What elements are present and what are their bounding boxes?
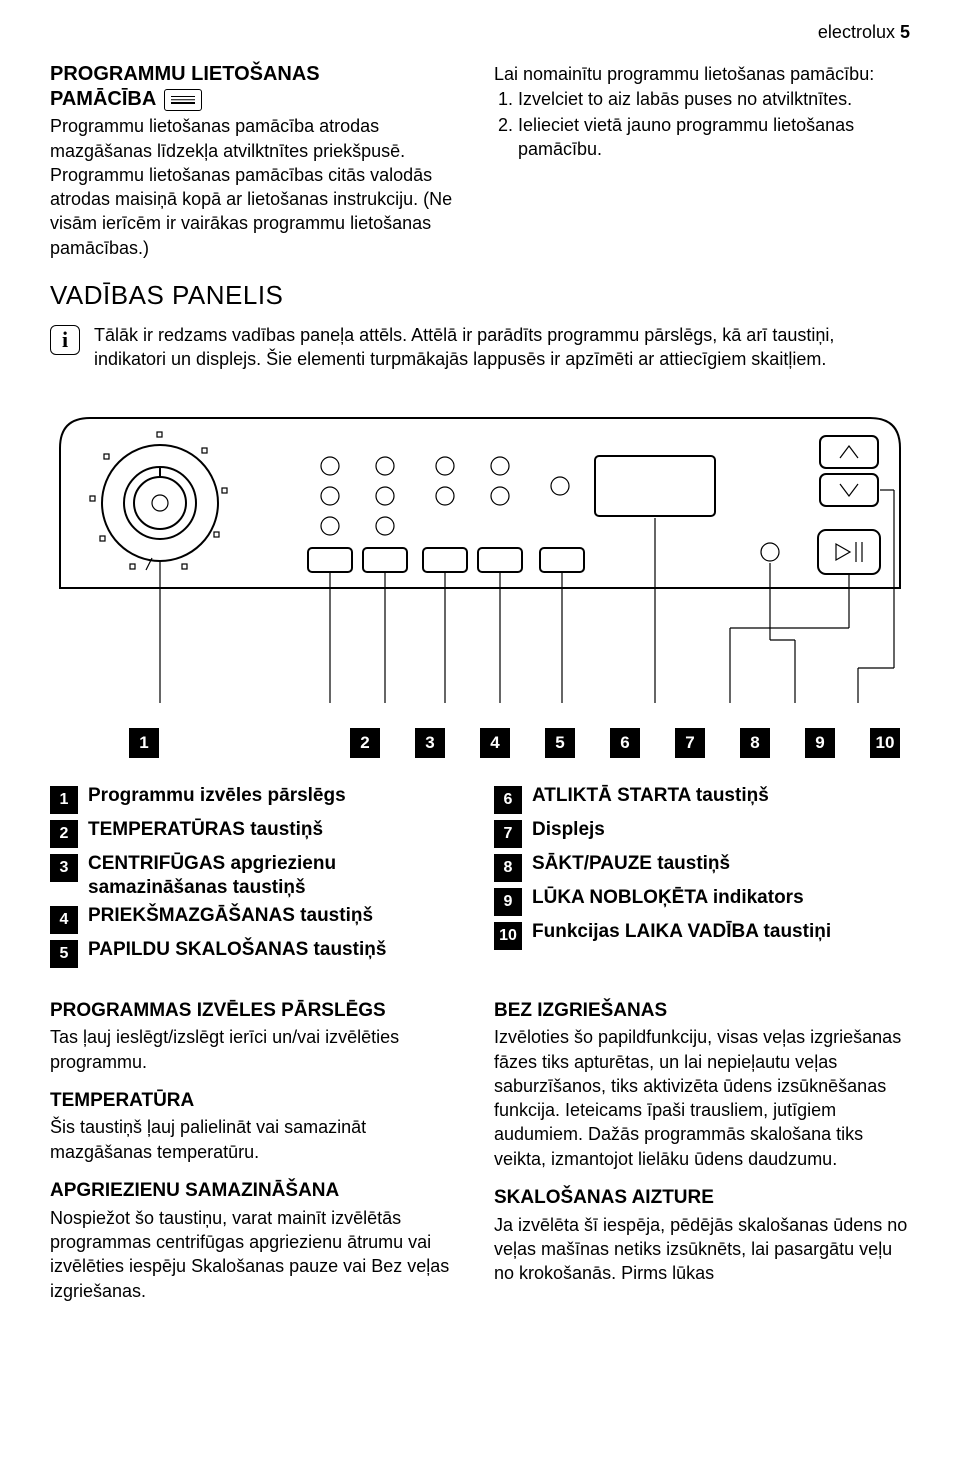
legend-label-7: Displejs xyxy=(532,818,605,842)
desc-title-temperature: TEMPERATŪRA xyxy=(50,1088,466,1114)
intro-left-body: Programmu lietošanas pamācība atrodas ma… xyxy=(50,114,466,260)
callout-10: 10 xyxy=(870,728,900,758)
info-icon: i xyxy=(50,325,80,355)
callout-9: 9 xyxy=(805,728,835,758)
callout-6: 6 xyxy=(610,728,640,758)
callouts-row: 1 2 3 4 5 6 7 8 9 10 xyxy=(50,728,910,758)
intro-left: PROGRAMMU LIETOŠANAS PAMĀCĪBA Programmu … xyxy=(50,62,466,260)
desc-body-spin-reduce: Nospiežot šo taustiņu, varat mainīt izvē… xyxy=(50,1206,466,1303)
step-1: Izvelciet to aiz labās puses no atvilktn… xyxy=(518,87,910,111)
legend-num-3: 3 xyxy=(50,854,78,882)
legend-label-6: ATLIKTĀ STARTA taustiņš xyxy=(532,784,769,808)
legend-label-8: SĀKT/PAUZE taustiņš xyxy=(532,852,730,876)
desc-body-temperature: Šis taustiņš ļauj palielināt vai samazin… xyxy=(50,1115,466,1164)
legend-label-10: Funkcijas LAIKA VADĪBA taustiņi xyxy=(532,920,831,944)
description-columns: PROGRAMMAS IZVĒLES PĀRSLĒGS Tas ļauj ies… xyxy=(50,998,910,1303)
legend-columns: 1 Programmu izvēles pārslēgs 2 TEMPERATŪRA… xyxy=(50,784,910,972)
legend-num-7: 7 xyxy=(494,820,522,848)
callout-7: 7 xyxy=(675,728,705,758)
legend-left: 1 Programmu izvēles pārslēgs 2 TEMPERATŪRA… xyxy=(50,784,466,972)
desc-title-spin-reduce: APGRIEZIENU SAMAZINĀŠANA xyxy=(50,1178,466,1204)
legend-num-10: 10 xyxy=(494,922,522,950)
title-line-2: PAMĀCĪBA xyxy=(50,87,156,112)
intro-columns: PROGRAMMU LIETOŠANAS PAMĀCĪBA Programmu … xyxy=(50,62,910,260)
intro-right-lead: Lai nomainītu programmu lietošanas pamāc… xyxy=(494,62,910,86)
callout-4: 4 xyxy=(480,728,510,758)
legend-num-2: 2 xyxy=(50,820,78,848)
page-header: electrolux 5 xyxy=(50,20,910,44)
control-panel-diagram: .ln{stroke:#000;stroke-width:2;fill:none… xyxy=(50,408,910,708)
replacement-steps: Izvelciet to aiz labās puses no atvilktn… xyxy=(494,87,910,162)
legend-label-1: Programmu izvēles pārslēgs xyxy=(88,784,346,808)
legend-label-2: TEMPERATŪRAS taustiņš xyxy=(88,818,323,842)
legend-right: 6 ATLIKTĀ STARTA taustiņš 7 Displejs 8 SĀKT… xyxy=(494,784,910,972)
brand-text: electrolux xyxy=(818,22,895,42)
callout-1: 1 xyxy=(129,728,159,758)
desc-body-program-selector: Tas ļauj ieslēgt/izslēgt ierīci un/vai i… xyxy=(50,1025,466,1074)
desc-body-no-spin: Izvēloties šo papildfunkciju, visas veļa… xyxy=(494,1025,910,1171)
callout-8: 8 xyxy=(740,728,770,758)
legend-label-9: LŪKA NOBLOĶĒTA indikators xyxy=(532,886,804,910)
page-number: 5 xyxy=(900,22,910,42)
step-2: Ielieciet vietā jauno programmu lietošan… xyxy=(518,113,910,162)
legend-label-5: PAPILDU SKALOŠANAS taustiņš xyxy=(88,938,386,962)
legend-num-1: 1 xyxy=(50,786,78,814)
desc-right: BEZ IZGRIEŠANAS Izvēloties šo papildfunk… xyxy=(494,998,910,1303)
desc-title-no-spin: BEZ IZGRIEŠANAS xyxy=(494,998,910,1024)
desc-title-program-selector: PROGRAMMAS IZVĒLES PĀRSLĒGS xyxy=(50,998,466,1024)
legend-num-9: 9 xyxy=(494,888,522,916)
legend-num-6: 6 xyxy=(494,786,522,814)
info-row: i Tālāk ir redzams vadības paneļa attēls… xyxy=(50,323,910,372)
desc-body-rinse-hold: Ja izvēlēta šī iespēja, pēdējās skalošan… xyxy=(494,1213,910,1286)
desc-left: PROGRAMMAS IZVĒLES PĀRSLĒGS Tas ļauj ies… xyxy=(50,998,466,1303)
callout-3: 3 xyxy=(415,728,445,758)
title-line-1: PROGRAMMU LIETOŠANAS xyxy=(50,62,320,87)
section-heading-control-panel: VADĪBAS PANELIS xyxy=(50,278,910,313)
legend-label-4: PRIEKŠMAZGĀŠANAS taustiņš xyxy=(88,904,373,928)
intro-right: Lai nomainītu programmu lietošanas pamāc… xyxy=(494,62,910,260)
info-text: Tālāk ir redzams vadības paneļa attēls. … xyxy=(94,323,910,372)
callout-5: 5 xyxy=(545,728,575,758)
booklet-icon xyxy=(164,89,202,111)
legend-num-4: 4 xyxy=(50,906,78,934)
desc-title-rinse-hold: SKALOŠANAS AIZTURE xyxy=(494,1185,910,1211)
callout-2: 2 xyxy=(350,728,380,758)
legend-num-8: 8 xyxy=(494,854,522,882)
section-title-usage-guide: PROGRAMMU LIETOŠANAS PAMĀCĪBA xyxy=(50,62,466,112)
legend-label-3: CENTRIFŪGAS apgriezienu samazināšanas ta… xyxy=(88,852,466,900)
legend-num-5: 5 xyxy=(50,940,78,968)
